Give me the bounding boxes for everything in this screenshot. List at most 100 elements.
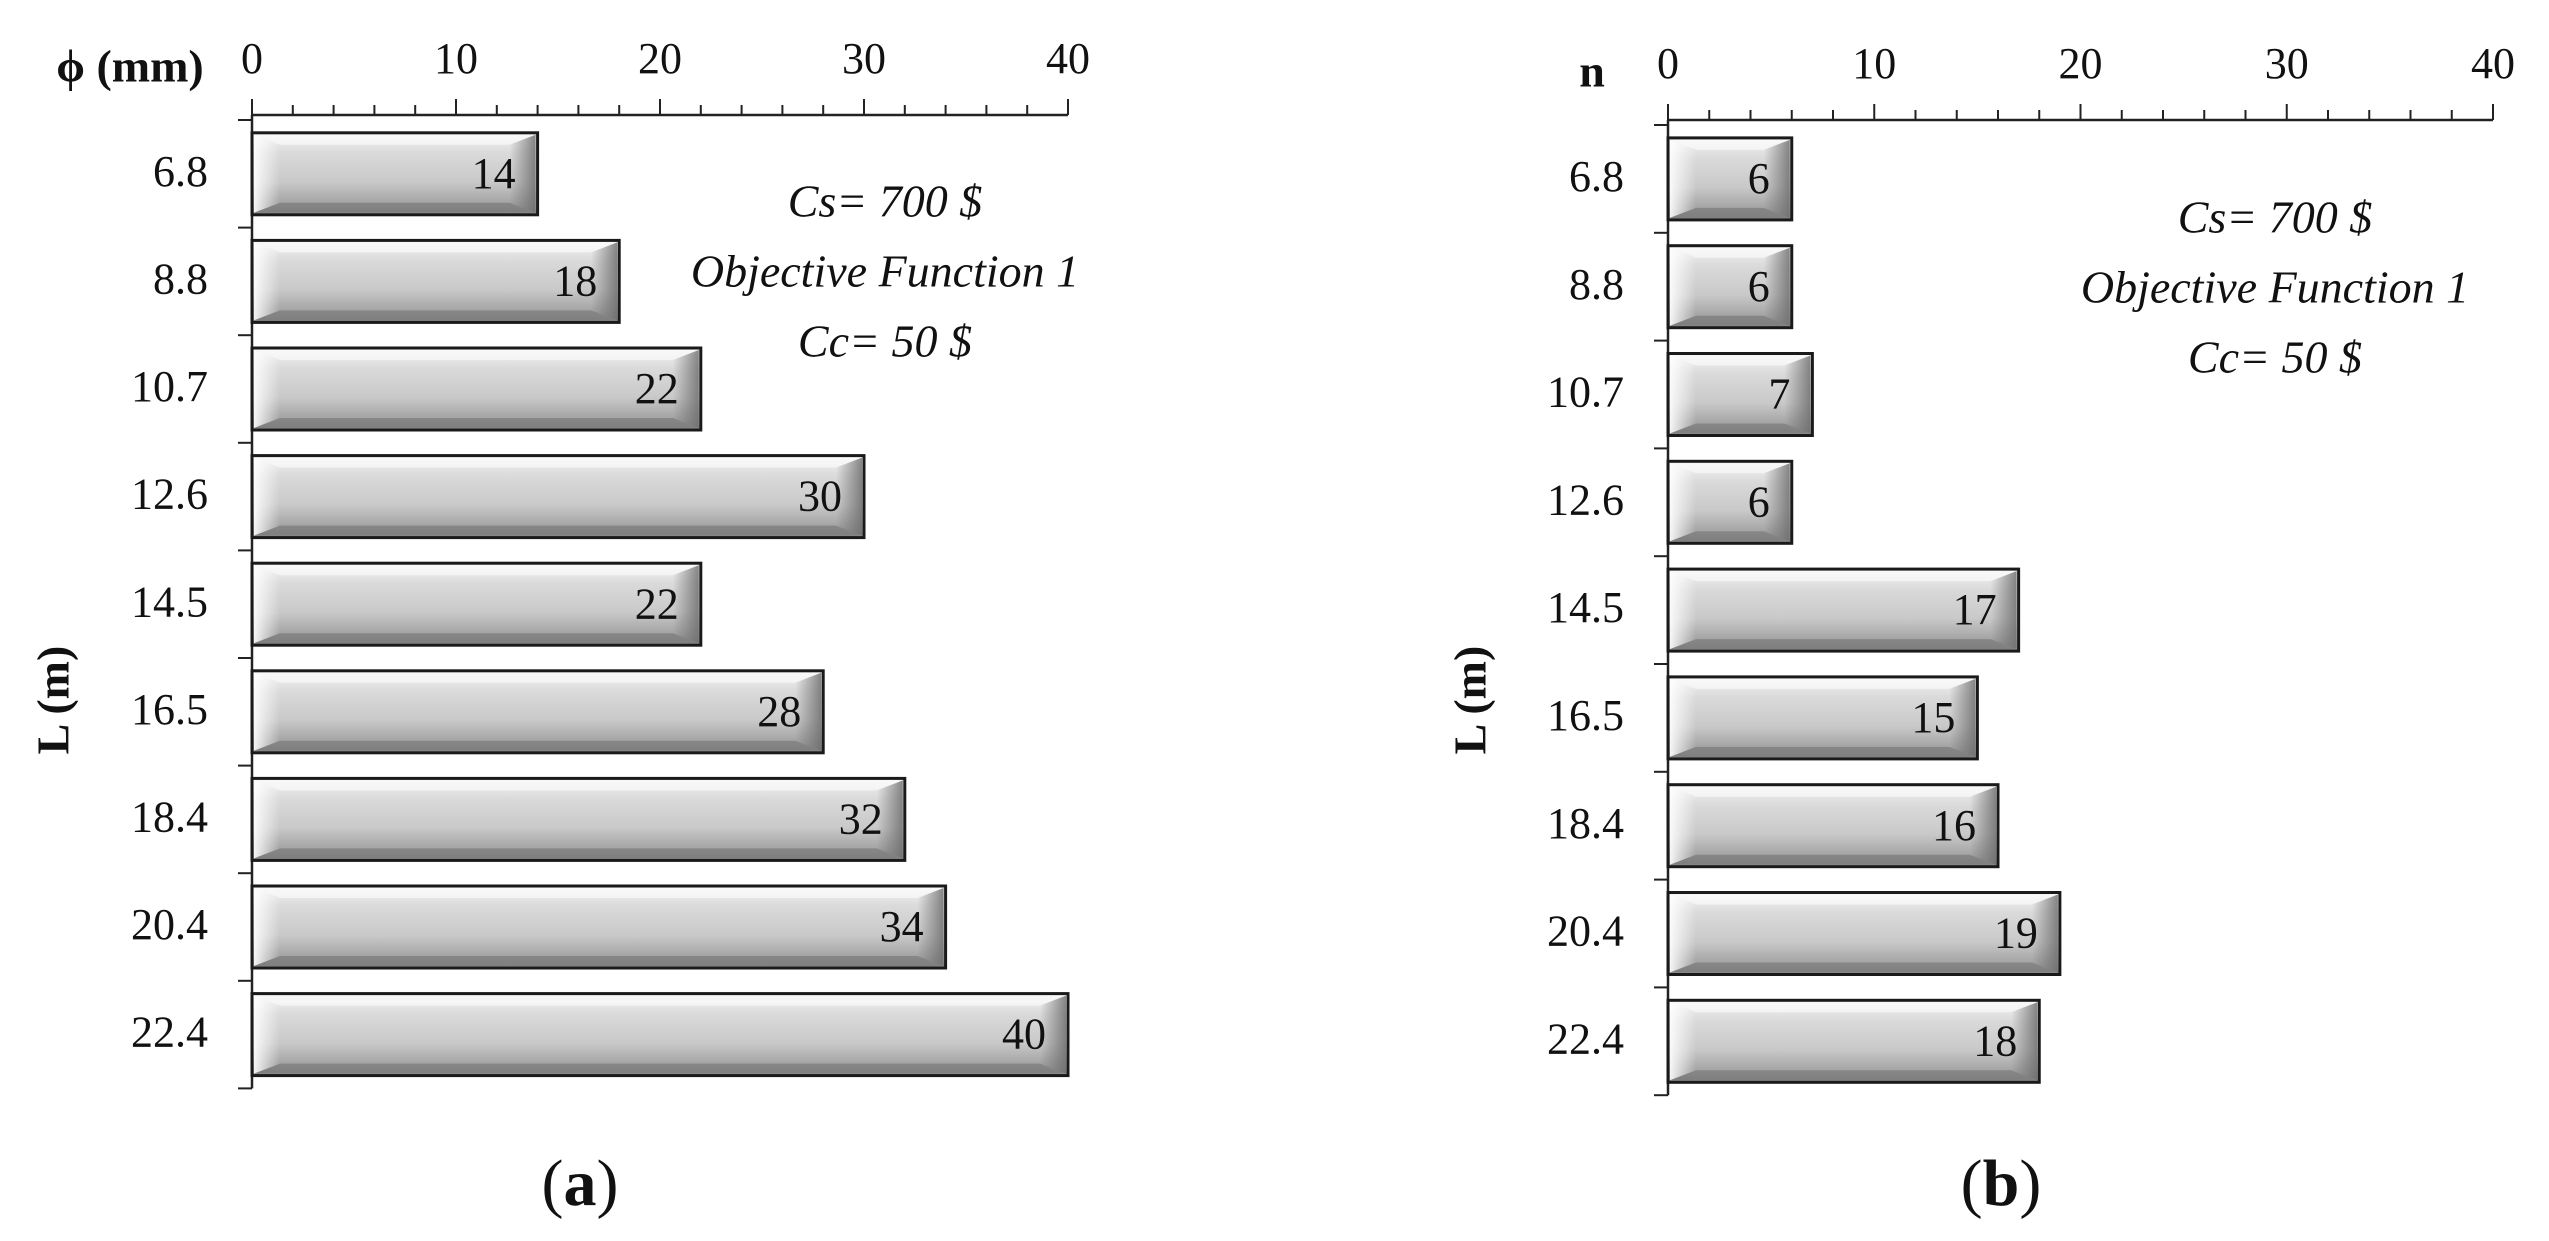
bar-body (250, 238, 621, 324)
annotation: Cs= 700 $ (2178, 192, 2373, 243)
bar-body (250, 992, 1070, 1078)
bar-bevel-right (1763, 463, 1790, 542)
data-label: 6 (1748, 154, 1770, 203)
bar-bevel-top (254, 672, 822, 683)
bar-bevel-bottom (1670, 962, 2058, 973)
annotation: Cc= 50 $ (2188, 332, 2362, 383)
data-label: 30 (798, 472, 842, 521)
panel-label: (a) (542, 1147, 619, 1220)
category-label: 16.5 (1547, 691, 1624, 740)
category-label: 6.8 (1569, 152, 1624, 201)
bar-bevel-left (254, 995, 280, 1074)
bar-bevel-top (1670, 355, 1811, 366)
bar-bevel-top (1670, 1002, 2038, 1013)
bar-bevel-right (917, 888, 944, 966)
bar-bevel-top (254, 888, 944, 898)
bar-bevel-top (254, 242, 618, 253)
data-label: 32 (839, 794, 883, 843)
bar-bevel-left (1670, 786, 1696, 865)
bar-bevel-top (254, 457, 862, 468)
bar-bevel-bottom (254, 525, 862, 536)
bar-bevel-top (254, 995, 1066, 1006)
bar-bevel-bottom (1670, 207, 1790, 218)
bar: 30 (250, 454, 866, 540)
category-label: 20.4 (131, 900, 208, 949)
bar-bevel-left (1670, 355, 1696, 434)
data-label: 16 (1932, 801, 1976, 850)
bar-bevel-left (254, 565, 280, 644)
x-axis-title: ϕ (mm) (56, 41, 203, 92)
bar-bevel-bottom (254, 740, 822, 751)
data-label: 22 (635, 364, 679, 413)
bar: 6 (1666, 244, 1794, 330)
x-tick-label: 20 (638, 34, 682, 83)
bar-body (1666, 891, 2062, 976)
bar-bevel-bottom (254, 848, 903, 859)
category-label: 14.5 (131, 577, 208, 626)
category-label: 6.8 (153, 147, 208, 196)
x-tick-label: 30 (842, 34, 886, 83)
bar: 19 (1666, 891, 2062, 976)
bar-bevel-right (672, 565, 699, 644)
x-tick-label: 20 (2059, 39, 2103, 88)
bar-body (250, 131, 540, 217)
bar: 18 (250, 238, 621, 324)
bar-bevel-right (1990, 571, 2017, 650)
annotation: Objective Function 1 (2081, 262, 2469, 313)
bar-body (1666, 998, 2041, 1084)
annotation: Cc= 50 $ (798, 316, 972, 367)
bar-bevel-right (876, 780, 903, 859)
data-label: 28 (757, 687, 801, 736)
bar-bevel-top (1670, 894, 2058, 905)
category-label: 8.8 (153, 254, 208, 303)
bar-bevel-right (1784, 355, 1811, 434)
annotation: Objective Function 1 (691, 246, 1079, 297)
bar-bevel-left (254, 780, 280, 859)
bar-bevel-bottom (254, 310, 618, 321)
data-label: 17 (1953, 585, 1997, 634)
bar-bevel-bottom (254, 633, 699, 644)
category-label: 18.4 (1547, 799, 1624, 848)
x-tick-label: 10 (434, 34, 478, 83)
bar-bevel-bottom (1670, 746, 1976, 757)
bar: 22 (250, 346, 703, 432)
data-label: 40 (1002, 1010, 1046, 1059)
category-label: 10.7 (1547, 368, 1624, 417)
bar-bevel-top (254, 780, 903, 791)
bar: 32 (250, 776, 907, 862)
bar-bevel-right (1763, 139, 1790, 218)
y-axis-title: L (m) (1445, 646, 1496, 755)
data-label: 7 (1768, 370, 1790, 419)
bar: 7 (1666, 352, 1814, 437)
category-label: 20.4 (1547, 907, 1624, 956)
bar-bevel-right (2031, 894, 2058, 973)
bar-bevel-top (1670, 463, 1790, 474)
x-tick-label: 10 (1852, 39, 1896, 88)
bar-bevel-bottom (254, 418, 699, 428)
bar-bevel-bottom (1670, 423, 1811, 434)
bar-bevel-right (1040, 995, 1066, 1074)
bar-bevel-right (1763, 247, 1790, 326)
bar-body (250, 776, 907, 862)
bar-bevel-left (1670, 678, 1696, 757)
bar-body (250, 884, 948, 970)
bar-body (250, 561, 703, 647)
data-label: 6 (1748, 262, 1770, 311)
category-label: 14.5 (1547, 583, 1624, 632)
bar-bevel-left (254, 350, 280, 428)
bar-bevel-bottom (1670, 1070, 2038, 1081)
bar: 18 (1666, 998, 2041, 1084)
bar: 16 (1666, 783, 2000, 869)
bar-body (250, 669, 825, 755)
bar-bevel-left (1670, 571, 1696, 650)
bar-bevel-bottom (1670, 639, 2017, 650)
x-tick-label: 40 (1046, 34, 1090, 83)
data-label: 19 (1994, 909, 2038, 958)
panel-a: 0 10 20 30 40 ϕ (mm) 14 6.8 18 8.8 22 10.7 30 12.6 22 1… (28, 34, 1090, 1220)
bar: 17 (1666, 567, 2021, 653)
data-label: 6 (1748, 477, 1770, 526)
data-label: 34 (880, 902, 924, 951)
data-label: 18 (1973, 1016, 2017, 1065)
bar: 28 (250, 669, 825, 755)
